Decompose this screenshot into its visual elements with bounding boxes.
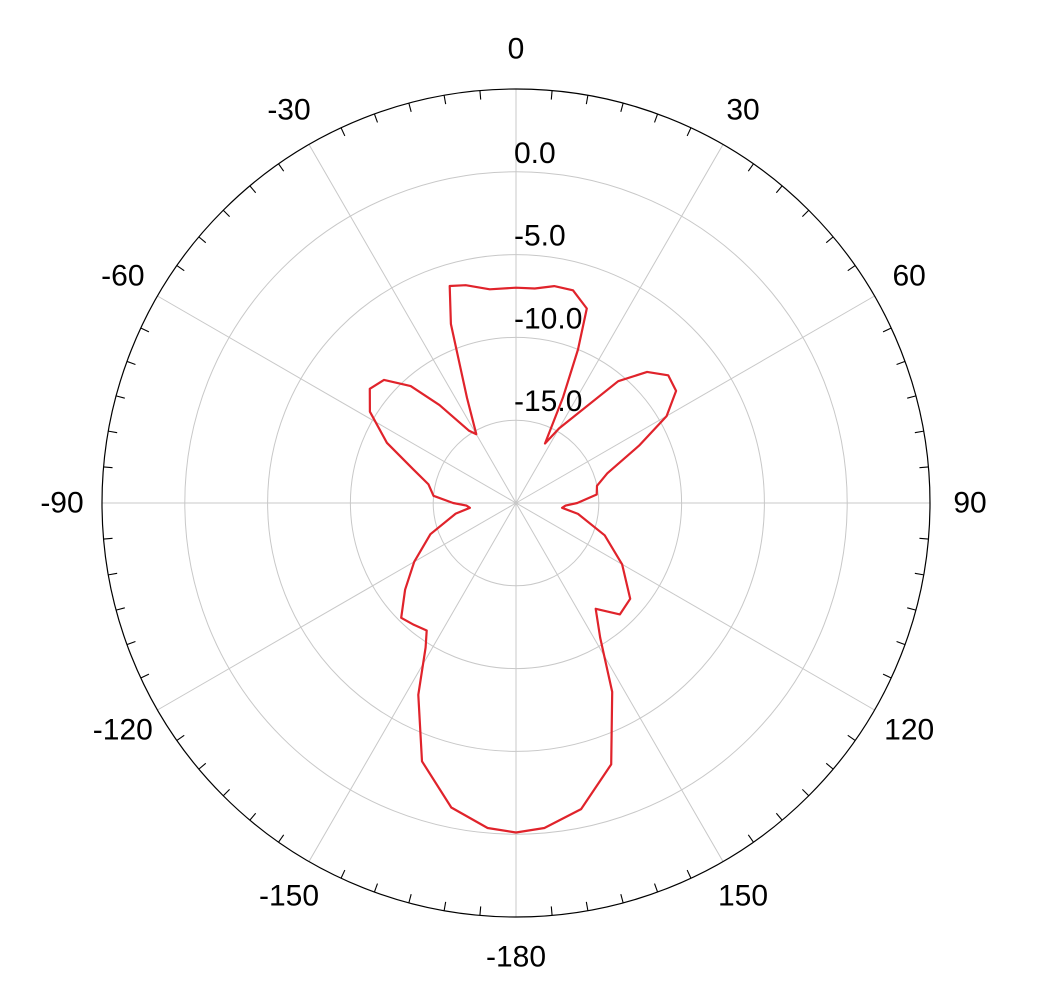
angle-minor-tick	[443, 901, 447, 911]
angle-tick-label: -30	[267, 93, 310, 126]
angle-minor-tick	[775, 185, 783, 194]
angle-tick-label: -180	[486, 941, 546, 974]
outer-axis-circle	[101, 88, 931, 918]
angle-grid-spoke	[157, 295, 517, 504]
angle-grid-spoke	[308, 144, 517, 504]
angle-minor-tick	[654, 883, 659, 893]
angle-minor-tick	[249, 185, 257, 194]
angle-minor-tick	[103, 466, 113, 469]
angle-minor-tick	[550, 90, 553, 100]
angle-minor-tick	[919, 537, 929, 540]
angle-minor-tick	[176, 734, 185, 741]
angle-grid-spoke	[515, 295, 875, 504]
angle-minor-tick	[896, 641, 906, 646]
polar-grid	[102, 89, 930, 917]
angle-tick-label: -60	[101, 260, 144, 293]
angle-tick-label: -120	[93, 714, 153, 747]
angle-minor-tick	[907, 607, 917, 611]
angle-minor-tick	[775, 812, 783, 821]
angle-tick-label: 120	[884, 714, 934, 747]
angle-minor-tick	[585, 901, 589, 911]
angle-grid-spoke	[515, 502, 724, 862]
angle-minor-tick	[176, 265, 185, 272]
radial-tick-label: -10.0	[514, 302, 582, 335]
angle-minor-tick	[882, 673, 892, 679]
angle-tick-label: 150	[718, 880, 768, 913]
angle-minor-tick	[115, 395, 125, 399]
angle-minor-tick	[585, 95, 589, 105]
angle-minor-tick	[408, 894, 412, 904]
angle-minor-tick	[198, 762, 207, 770]
label-layer: 0 30 60 90 120 150 -180 -150 -120 -90 -60 -30 0.0 -5.…	[40, 33, 986, 974]
angle-minor-tick	[801, 788, 810, 797]
angle-minor-tick	[914, 572, 924, 576]
angle-minor-tick	[126, 641, 136, 646]
angle-minor-tick	[907, 395, 917, 399]
angle-minor-tick	[340, 127, 346, 137]
angle-minor-tick	[882, 327, 892, 333]
angle-minor-tick	[686, 127, 692, 137]
angle-minor-tick	[373, 113, 378, 123]
angle-minor-tick	[222, 788, 231, 797]
angle-minor-tick	[747, 163, 754, 172]
angle-minor-tick	[620, 102, 624, 112]
radial-tick-label: 0.0	[514, 137, 556, 170]
angle-minor-tick	[747, 834, 754, 843]
angle-minor-tick	[479, 90, 482, 100]
angle-tick-label: 60	[892, 260, 925, 293]
series-line	[368, 284, 678, 834]
series-layer	[368, 284, 678, 834]
angle-tick-label: 0	[508, 33, 525, 66]
radial-tick-label: -15.0	[514, 385, 582, 418]
angle-minor-tick	[140, 673, 150, 679]
angle-minor-tick	[479, 906, 482, 916]
angle-minor-tick	[686, 869, 692, 879]
radial-tick-label: -5.0	[514, 220, 566, 253]
angle-tick-label: -150	[259, 880, 319, 913]
angle-minor-tick	[108, 430, 118, 434]
angle-minor-tick	[126, 360, 136, 365]
angle-tick-label: 30	[726, 93, 759, 126]
angle-grid-spoke	[157, 502, 517, 711]
angle-minor-tick	[278, 834, 285, 843]
angle-minor-tick	[103, 537, 113, 540]
angle-minor-tick	[919, 466, 929, 469]
angle-minor-tick	[278, 163, 285, 172]
angle-grid-spoke	[515, 144, 724, 504]
angle-minor-tick	[550, 906, 553, 916]
angle-minor-tick	[825, 762, 834, 770]
angle-minor-tick	[847, 265, 856, 272]
angle-minor-tick	[249, 812, 257, 821]
angle-minor-tick	[801, 209, 810, 218]
angle-tick-label: -90	[40, 487, 83, 520]
angle-minor-tick	[896, 360, 906, 365]
angle-minor-tick	[373, 883, 378, 893]
angle-minor-ticks	[103, 90, 929, 916]
angle-minor-tick	[222, 209, 231, 218]
angle-minor-tick	[115, 607, 125, 611]
angle-grid-spoke	[515, 502, 875, 711]
angle-minor-tick	[847, 734, 856, 741]
angle-minor-tick	[108, 572, 118, 576]
angle-grid-spoke	[308, 502, 517, 862]
angle-minor-tick	[408, 102, 412, 112]
angle-minor-tick	[340, 869, 346, 879]
angle-minor-tick	[620, 894, 624, 904]
angle-tick-label: 90	[953, 487, 986, 520]
angle-minor-tick	[654, 113, 659, 123]
angle-minor-tick	[443, 95, 447, 105]
angle-minor-tick	[825, 236, 834, 244]
angle-minor-tick	[140, 327, 150, 333]
angle-minor-tick	[914, 430, 924, 434]
angle-minor-tick	[198, 236, 207, 244]
